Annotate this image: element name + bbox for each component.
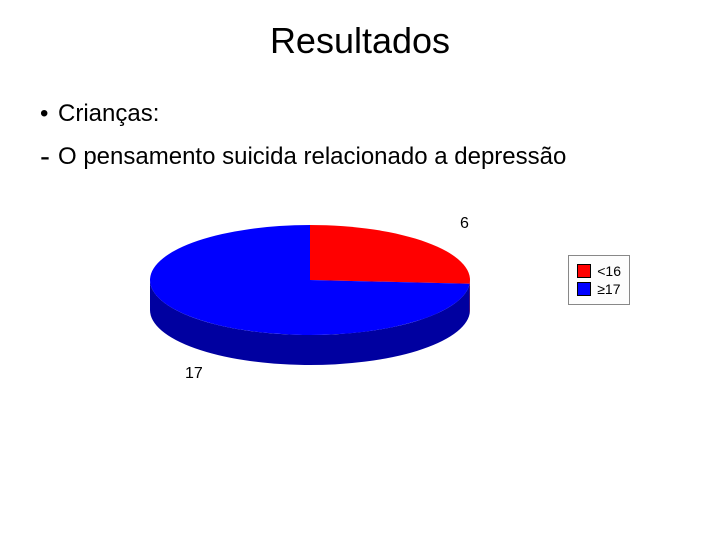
- slice-label-6: 6: [460, 215, 469, 233]
- legend-label-lt16: <16: [597, 262, 621, 280]
- bullet-dot-icon: •: [40, 100, 58, 128]
- bullet-criancas: •Crianças:: [40, 100, 159, 128]
- pie-chart-svg: [130, 210, 490, 390]
- pie-chart: 6 17 <16 ≥17: [90, 210, 630, 410]
- slice-label-17: 17: [185, 365, 203, 383]
- legend-swatch-blue: [577, 282, 591, 296]
- slide: Resultados •Crianças: -O pensamento suic…: [0, 0, 720, 540]
- slide-title: Resultados: [0, 20, 720, 62]
- legend-swatch-red: [577, 264, 591, 278]
- bullet-text: Crianças:: [58, 100, 159, 127]
- chart-legend: <16 ≥17: [568, 255, 630, 305]
- dash-icon: -: [40, 140, 58, 174]
- legend-row-ge17: ≥17: [577, 280, 621, 298]
- legend-label-ge17: ≥17: [597, 280, 620, 298]
- legend-row-lt16: <16: [577, 262, 621, 280]
- dash-text: O pensamento suicida relacionado a depre…: [58, 143, 566, 170]
- bullet-pensamento: -O pensamento suicida relacionado a depr…: [40, 140, 566, 174]
